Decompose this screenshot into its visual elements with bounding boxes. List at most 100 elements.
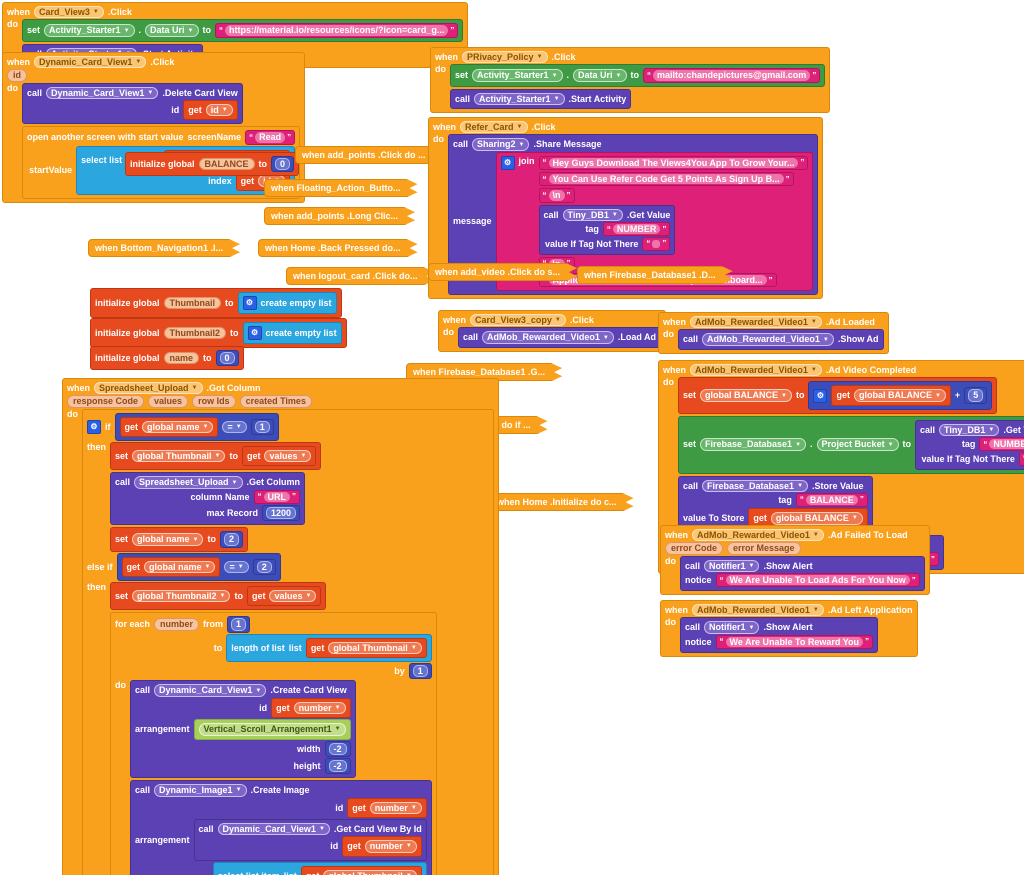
dropdown[interactable]: AdMob_Rewarded_Video1 ▼ xyxy=(690,316,822,329)
collapsed-when-home-back-pressed-block[interactable]: when Home .Back Pressed do... xyxy=(258,239,418,257)
dropdown[interactable]: Activity_Starter1▼ xyxy=(474,92,565,106)
call-create-image-block[interactable]: call Dynamic_Image1 ▼ .Create Image id get num… xyxy=(130,780,432,875)
string-literal-block[interactable]: “You Can Use Refer Code Get 5 Points As … xyxy=(538,172,794,187)
number-literal-block[interactable]: 2 xyxy=(219,531,243,548)
set-activity-starter-data-uri-block[interactable]: set Activity_Starter1 ▼. Data Uri ▼ to “https:… xyxy=(22,19,464,42)
number-literal-block[interactable]: 1200 xyxy=(261,505,300,522)
string-literal-block[interactable]: “We Are Unable To Reward You” xyxy=(715,634,874,650)
param-pill[interactable]: id xyxy=(7,69,27,82)
collapsed-when-firebase-database-d-block[interactable]: when Firebase_Database1 .D... xyxy=(577,266,733,284)
dropdown[interactable]: Activity_Starter1▼ xyxy=(472,69,563,82)
mutator-gear-icon[interactable]: ⚙ xyxy=(813,388,828,403)
dropdown[interactable]: = ▼ xyxy=(224,560,249,574)
string-literal-block[interactable]: “mailto:chandepictures@gmail.com” xyxy=(643,68,821,83)
param-pill[interactable]: response Code xyxy=(67,395,145,408)
dropdown[interactable]: number ▼ xyxy=(369,801,422,814)
param-pill[interactable]: BALANCE xyxy=(198,158,255,171)
for-each-number-block[interactable]: for each number from 1 to length of list list g… xyxy=(110,612,437,875)
number-literal-block[interactable]: -2 xyxy=(324,757,351,775)
dropdown[interactable]: Spreadsheet_Upload ▼ xyxy=(94,382,203,395)
param-pill[interactable]: created Times xyxy=(239,395,312,408)
param-pill[interactable]: name xyxy=(163,352,200,365)
dropdown[interactable]: number ▼ xyxy=(364,840,417,853)
dropdown[interactable]: Dynamic_Card_View1 ▼ xyxy=(154,684,267,697)
dropdown[interactable]: Notifier1▼ xyxy=(704,559,760,573)
dropdown[interactable]: Tiny_DB1 ▼ xyxy=(562,208,623,222)
string-literal-block[interactable]: “https://material.io/resources/icons/?ic… xyxy=(215,23,459,38)
dropdown[interactable]: Dynamic_Card_View1 ▼ xyxy=(46,86,159,100)
collapsed-when-add-points-click-block[interactable]: when add_points .Click do ... xyxy=(295,146,443,164)
dropdown[interactable]: values ▼ xyxy=(264,450,312,463)
number-literal-block[interactable]: 1 xyxy=(250,418,274,436)
number-literal-block[interactable]: 5 xyxy=(964,387,988,404)
initialize-global-thumbnail-block[interactable]: initialize global Thumbnail to ⚙ create empt… xyxy=(90,288,342,318)
dropdown[interactable]: global name ▼ xyxy=(142,420,214,434)
dropdown[interactable]: global BALANCE ▼ xyxy=(853,389,946,402)
dropdown[interactable]: Firebase_Database1 ▼ xyxy=(700,438,807,451)
when-admob-ad-loaded-block[interactable]: when AdMob_Rewarded_Video1 ▼ .Ad Loaded do ca… xyxy=(658,312,889,354)
when-dynamic-card-view-click-block[interactable]: when Dynamic_Card_View1 ▼ .Click id do call Dyn… xyxy=(2,52,306,204)
when-card-view3-copy-click-block[interactable]: when Card_View3_copy ▼ .Click do call AdMob_Re… xyxy=(438,310,667,352)
number-literal-block[interactable]: 0 xyxy=(215,350,239,367)
param-pill[interactable]: error Code xyxy=(665,542,724,555)
dropdown[interactable]: Card_View3_copy ▼ xyxy=(470,314,566,327)
equals-block[interactable]: get global name ▼ = ▼ 2 xyxy=(116,552,281,582)
set-activity-starter-data-uri-block[interactable]: set Activity_Starter1 ▼. Data Uri ▼ to “mailto… xyxy=(450,64,826,87)
dropdown[interactable]: Tiny_DB1 ▼ xyxy=(939,423,1000,437)
initialize-global-thumbnail2-block[interactable]: initialize global Thumbnail2 to ⚙ create emp… xyxy=(90,318,347,348)
set-global-thumbnail2-block[interactable]: set global Thumbnail2 ▼ to get values ▼ xyxy=(110,582,327,611)
call-create-card-view-block[interactable]: call Dynamic_Card_View1 ▼ .Create Card View… xyxy=(130,680,356,779)
dropdown[interactable]: Sharing2 ▼ xyxy=(472,138,530,151)
collapsed-when-home-initialize-block[interactable]: when Home .Initialize do c... xyxy=(490,493,634,511)
get-global-name-block[interactable]: get global name ▼ xyxy=(121,556,221,578)
dropdown[interactable]: global BALANCE ▼ xyxy=(770,512,863,525)
set-global-thumbnail-block[interactable]: set global Thumbnail ▼ to get values ▼ xyxy=(110,442,322,471)
create-empty-list-block[interactable]: ⚙ create empty list xyxy=(242,322,342,344)
param-pill[interactable]: Thumbnail xyxy=(163,296,222,310)
dropdown[interactable]: Data Uri ▼ xyxy=(573,69,627,82)
dropdown[interactable]: AdMob_Rewarded_Video1 ▼ xyxy=(482,331,614,344)
dropdown[interactable]: Firebase_Database1 ▼ xyxy=(702,479,809,492)
dropdown[interactable]: global Thumbnail▼ xyxy=(323,869,417,875)
if-block[interactable]: ⚙ if get global name ▼ = ▼ 1 then set global Thumb… xyxy=(82,408,494,875)
call-get-card-view-by-id-block[interactable]: call Dynamic_Card_View1 ▼ .Get Card View By… xyxy=(193,818,427,861)
get-number-block[interactable]: get number ▼ xyxy=(342,836,422,857)
collapsed-when-add-video-click-block[interactable]: when add_video .Click do s... xyxy=(428,263,577,281)
call-load-ad-block[interactable]: call AdMob_Rewarded_Video1 ▼ .Load Ad xyxy=(458,327,662,348)
dropdown[interactable]: Vertical_Scroll_Arrangement1 ▼ xyxy=(198,723,346,736)
get-global-balance-block[interactable]: get global BALANCE ▼ xyxy=(748,508,868,529)
dropdown[interactable]: global BALANCE ▼ xyxy=(700,389,792,402)
equals-block[interactable]: get global name ▼ = ▼ 1 xyxy=(114,412,279,442)
dropdown[interactable]: Spreadsheet_Upload ▼ xyxy=(134,476,243,489)
get-values-block[interactable]: get values ▼ xyxy=(246,586,322,607)
get-global-balance-block[interactable]: get global BALANCE ▼ xyxy=(831,385,951,406)
dropdown[interactable]: PRivacy_Policy ▼ xyxy=(462,51,548,64)
set-global-name-block[interactable]: set global name ▼ to 2 xyxy=(110,527,248,552)
get-values-block[interactable]: get values ▼ xyxy=(241,446,317,467)
empty-string-literal-block[interactable]: “” xyxy=(1018,452,1024,466)
call-delete-card-view-block[interactable]: call Dynamic_Card_View1 ▼ .Delete Card View… xyxy=(22,82,243,125)
string-literal-block[interactable]: “URL” xyxy=(253,489,300,505)
get-number-block[interactable]: get number ▼ xyxy=(347,797,427,818)
dropdown[interactable]: global name ▼ xyxy=(132,533,204,546)
call-notifier-show-alert-block[interactable]: call Notifier1 ▼ .Show Alert notice “We Are U… xyxy=(680,617,879,654)
number-literal-block[interactable]: 1 xyxy=(408,663,432,680)
set-firebase-project-bucket-block[interactable]: set Firebase_Database1 ▼. Project Bucket ▼ to… xyxy=(678,415,1024,474)
string-literal-block[interactable]: “Read” xyxy=(245,130,296,145)
number-literal-block[interactable]: 1 xyxy=(227,616,251,633)
get-global-name-block[interactable]: get global name ▼ xyxy=(119,416,219,438)
mutator-gear-icon[interactable]: ⚙ xyxy=(242,296,257,310)
call-get-column-block[interactable]: call Spreadsheet_Upload ▼ .Get Column column… xyxy=(110,472,305,526)
initialize-global-name-block[interactable]: initialize global name to 0 xyxy=(90,346,244,371)
get-number-block[interactable]: get number ▼ xyxy=(271,697,351,719)
dropdown[interactable]: AdMob_Rewarded_Video1 ▼ xyxy=(692,529,824,542)
dropdown[interactable]: global Thumbnail▼ xyxy=(132,450,226,463)
mutator-gear-icon[interactable]: ⚙ xyxy=(247,326,262,340)
string-literal-block[interactable]: “NUMBER” xyxy=(979,437,1024,452)
string-literal-block[interactable]: “NUMBER” xyxy=(602,222,671,237)
collapsed-when-bottom-navigation-block[interactable]: when Bottom_Navigation1 .I... xyxy=(88,239,240,257)
